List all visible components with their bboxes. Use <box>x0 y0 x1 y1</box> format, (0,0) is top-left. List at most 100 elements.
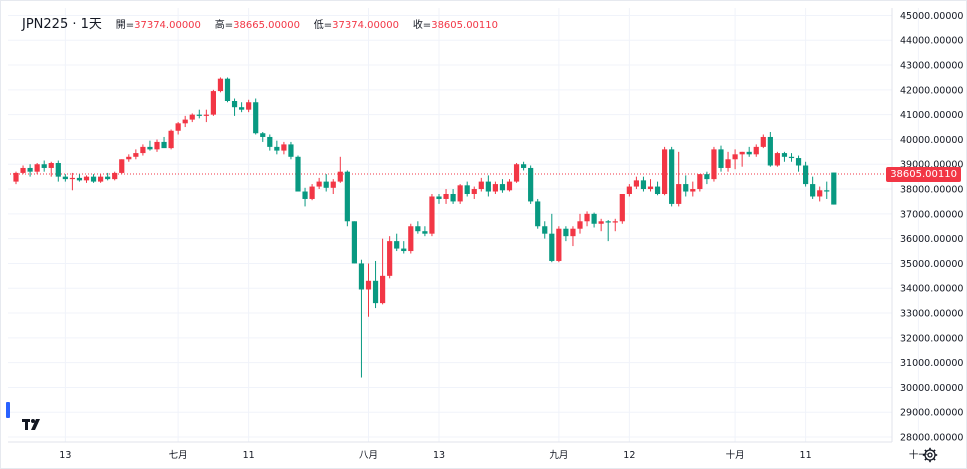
candle-104[interactable] <box>746 146 752 157</box>
drawing-toolbar-toggle[interactable] <box>6 402 10 418</box>
candle-33[interactable] <box>246 99 252 113</box>
candle-34[interactable] <box>253 98 259 135</box>
candle-57[interactable] <box>415 221 421 234</box>
candle-93[interactable] <box>669 146 675 207</box>
candle-5[interactable] <box>48 161 54 177</box>
candle-49[interactable] <box>358 259 365 378</box>
candle-107[interactable] <box>767 132 773 167</box>
candle-13[interactable] <box>105 172 111 181</box>
candle-83[interactable] <box>598 218 604 232</box>
candle-28[interactable] <box>210 89 216 116</box>
candle-85[interactable] <box>612 218 618 232</box>
candle-79[interactable] <box>570 226 576 247</box>
candle-113[interactable] <box>810 176 816 199</box>
candle-102[interactable] <box>732 149 738 170</box>
candle-36[interactable] <box>267 134 273 151</box>
candle-75[interactable] <box>542 221 548 239</box>
candle-22[interactable] <box>168 129 174 150</box>
candle-31[interactable] <box>231 98 238 116</box>
candle-64[interactable] <box>464 181 470 197</box>
candle-51[interactable] <box>372 260 379 309</box>
candle-114[interactable] <box>817 186 823 202</box>
candle-30[interactable] <box>224 77 231 103</box>
candle-10[interactable] <box>83 175 90 183</box>
candle-12[interactable] <box>98 174 104 183</box>
candle-58[interactable] <box>422 226 428 237</box>
candle-21[interactable] <box>161 136 167 149</box>
candle-67[interactable] <box>485 175 491 197</box>
settings-gear-icon[interactable] <box>922 447 938 463</box>
candle-16[interactable] <box>126 154 132 162</box>
candle-15[interactable] <box>119 159 125 175</box>
candle-55[interactable] <box>401 241 407 254</box>
candle-86[interactable] <box>619 194 625 224</box>
price-axis[interactable]: 45000.00000 44000.00000 43000.00000 42000.0… <box>900 11 963 444</box>
candle-35[interactable] <box>260 132 266 142</box>
candle-48[interactable] <box>351 221 357 264</box>
candle-41[interactable] <box>302 187 308 207</box>
candle-38[interactable] <box>281 141 287 155</box>
candle-66[interactable] <box>478 177 484 192</box>
candle-42[interactable] <box>309 184 315 201</box>
candle-110[interactable] <box>788 153 795 162</box>
candle-39[interactable] <box>288 141 294 160</box>
candle-24[interactable] <box>182 115 188 128</box>
candle-69[interactable] <box>499 179 506 193</box>
candle-20[interactable] <box>154 139 160 152</box>
candle-27[interactable] <box>203 109 209 123</box>
candle-88[interactable] <box>633 176 639 190</box>
candle-65[interactable] <box>471 186 477 199</box>
candle-17[interactable] <box>133 149 139 160</box>
candle-74[interactable] <box>535 198 541 229</box>
time-axis[interactable]: 13 七月 11 八月 13 九月 12 十月 11 十一 <box>59 449 928 461</box>
candle-9[interactable] <box>76 174 83 182</box>
candle-111[interactable] <box>795 155 802 172</box>
candle-96[interactable] <box>690 181 696 197</box>
candle-56[interactable] <box>408 223 414 254</box>
candle-47[interactable] <box>344 170 350 227</box>
candle-26[interactable] <box>196 109 202 119</box>
candle-76[interactable] <box>549 213 555 263</box>
candle-44[interactable] <box>323 174 329 192</box>
candle-71[interactable] <box>513 163 520 183</box>
candle-106[interactable] <box>760 134 766 149</box>
candle-61[interactable] <box>443 189 449 204</box>
candle-98[interactable] <box>704 171 710 185</box>
candle-116[interactable] <box>831 172 837 205</box>
candle-90[interactable] <box>647 179 654 192</box>
candle-112[interactable] <box>803 161 809 187</box>
candle-78[interactable] <box>563 226 569 242</box>
candle-7[interactable] <box>62 174 68 182</box>
candles[interactable] <box>13 77 837 378</box>
candle-63[interactable] <box>457 184 463 204</box>
candle-84[interactable] <box>605 220 611 242</box>
candle-101[interactable] <box>725 151 731 172</box>
candle-6[interactable] <box>55 160 61 182</box>
candle-4[interactable] <box>41 160 47 172</box>
candle-43[interactable] <box>316 177 322 190</box>
candle-37[interactable] <box>274 140 280 155</box>
tradingview-logo-icon[interactable] <box>22 417 44 433</box>
candle-108[interactable] <box>774 151 780 167</box>
candle-0[interactable] <box>13 171 19 185</box>
candle-46[interactable] <box>337 156 343 183</box>
candle-109[interactable] <box>781 151 788 162</box>
candle-29[interactable] <box>217 77 224 93</box>
candle-92[interactable] <box>662 146 668 196</box>
candle-23[interactable] <box>175 122 181 135</box>
candle-82[interactable] <box>591 212 597 228</box>
candle-19[interactable] <box>147 140 153 151</box>
candle-89[interactable] <box>640 176 647 192</box>
candle-81[interactable] <box>584 211 590 227</box>
candle-32[interactable] <box>239 102 245 113</box>
candle-95[interactable] <box>683 175 689 197</box>
candle-60[interactable] <box>436 194 442 204</box>
candle-62[interactable] <box>450 189 456 204</box>
candle-59[interactable] <box>429 194 435 237</box>
candle-1[interactable] <box>20 165 26 175</box>
candle-14[interactable] <box>112 171 118 181</box>
candle-103[interactable] <box>739 151 745 167</box>
candle-2[interactable] <box>27 164 33 177</box>
candle-80[interactable] <box>577 213 583 234</box>
